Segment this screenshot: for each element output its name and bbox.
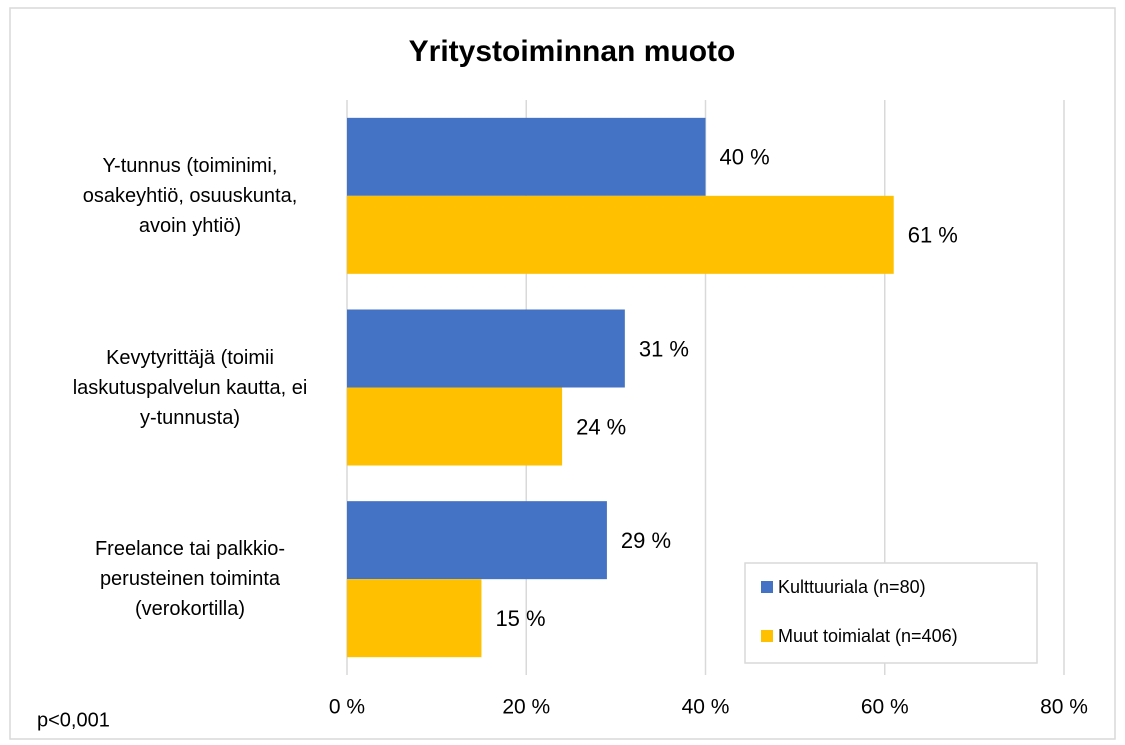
value-label: 29 % <box>621 528 671 553</box>
annotation: p<0,001 <box>37 709 110 731</box>
category-label: Freelance tai palkkio-perusteinen toimin… <box>94 538 286 621</box>
value-label: 61 % <box>908 223 958 248</box>
legend-swatch <box>761 630 773 642</box>
value-label: 24 % <box>576 414 626 439</box>
bar <box>347 117 706 196</box>
legend-swatch <box>761 581 773 593</box>
legend-label: Kulttuuriala (n=80) <box>778 577 926 597</box>
legend-box <box>744 562 1038 664</box>
legend-label: Muut toimialat (n=406) <box>778 626 958 646</box>
value-label: 31 % <box>639 336 689 361</box>
x-tick-label: 0 % <box>329 696 365 719</box>
bar <box>347 387 563 466</box>
x-tick-label: 40 % <box>682 696 730 719</box>
x-tick-label: 20 % <box>502 696 550 719</box>
category-label: Kevytyrittäjä (toimii laskutuspalvelun k… <box>72 346 308 429</box>
chart-title: Yritystoiminnan muoto <box>409 35 736 68</box>
x-tick-label: 60 % <box>861 696 909 719</box>
bar <box>347 309 625 388</box>
bar <box>347 195 894 274</box>
bar <box>347 579 482 658</box>
bar <box>347 501 607 580</box>
value-label: 15 % <box>495 606 545 631</box>
value-label: 40 % <box>720 145 770 170</box>
category-label: Y-tunnus (toiminimi, osakeyhtiö, osuusku… <box>82 154 298 237</box>
x-tick-label: 80 % <box>1040 696 1088 719</box>
